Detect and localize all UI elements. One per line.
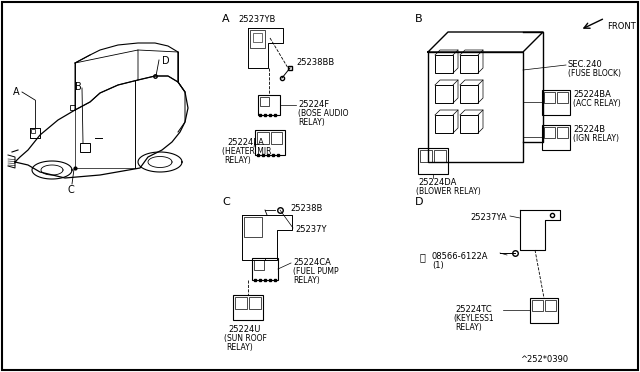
Text: (FUSE BLOCK): (FUSE BLOCK) (568, 69, 621, 78)
Bar (460, 55, 478, 73)
Bar (257, 132, 269, 144)
Bar (532, 300, 543, 311)
Bar (420, 150, 432, 162)
Bar (253, 33, 262, 42)
Text: 25237Y: 25237Y (295, 225, 326, 234)
Bar (249, 297, 261, 309)
Text: (IGN RELAY): (IGN RELAY) (573, 134, 619, 143)
Text: (SUN ROOF: (SUN ROOF (224, 334, 267, 343)
Bar (244, 217, 262, 237)
Text: RELAY): RELAY) (293, 276, 320, 285)
Bar (233, 295, 263, 320)
Bar (255, 130, 285, 155)
Text: RELAY): RELAY) (298, 118, 324, 127)
Bar (271, 132, 282, 144)
Text: 25237YB: 25237YB (238, 15, 275, 24)
Text: ^252*0390: ^252*0390 (520, 355, 568, 364)
Text: D: D (162, 56, 170, 66)
Bar (434, 150, 446, 162)
Text: D: D (415, 197, 424, 207)
Text: SEC.240: SEC.240 (568, 60, 603, 69)
Text: RELAY): RELAY) (226, 343, 253, 352)
Text: (FUEL PUMP: (FUEL PUMP (293, 267, 339, 276)
Bar (435, 115, 453, 133)
Bar (418, 148, 448, 174)
Bar (260, 97, 269, 106)
Bar (235, 297, 247, 309)
Bar (252, 258, 278, 280)
Text: 25224TC: 25224TC (455, 305, 492, 314)
Text: RELAY): RELAY) (455, 323, 482, 332)
Text: 25224BA: 25224BA (573, 90, 611, 99)
Bar (428, 52, 523, 162)
Bar (530, 298, 558, 323)
Text: 25238B: 25238B (290, 204, 323, 213)
Text: B: B (415, 14, 422, 24)
Text: C: C (68, 185, 75, 195)
Text: (HEATER MIR: (HEATER MIR (222, 147, 271, 156)
Text: FRONT: FRONT (607, 22, 636, 31)
Text: 08566-6122A: 08566-6122A (432, 252, 488, 261)
Text: B: B (75, 82, 82, 92)
Text: 25237YA: 25237YA (470, 213, 507, 222)
Text: 25224DA: 25224DA (418, 178, 456, 187)
Text: (BLOWER RELAY): (BLOWER RELAY) (416, 187, 481, 196)
Text: 25224U: 25224U (228, 325, 260, 334)
Bar (557, 127, 568, 138)
Text: RELAY): RELAY) (224, 156, 251, 165)
Text: A: A (13, 87, 20, 97)
Text: 25224CA: 25224CA (293, 258, 331, 267)
Text: A: A (222, 14, 230, 24)
Bar (435, 55, 453, 73)
Text: (1): (1) (432, 261, 444, 270)
Text: (ACC RELAY): (ACC RELAY) (573, 99, 621, 108)
Bar (545, 300, 556, 311)
Text: 25224LA: 25224LA (227, 138, 264, 147)
Text: Ⓢ: Ⓢ (420, 252, 426, 262)
Bar (80, 143, 90, 152)
Bar (557, 92, 568, 103)
Bar (250, 30, 265, 48)
Bar (460, 85, 478, 103)
Bar (70, 105, 75, 110)
Bar (31, 129, 35, 133)
Bar (542, 125, 570, 150)
Text: C: C (222, 197, 230, 207)
Text: 25238BB: 25238BB (296, 58, 334, 67)
Text: 25224F: 25224F (298, 100, 329, 109)
Text: (KEYLESS1: (KEYLESS1 (453, 314, 493, 323)
Text: 25224B: 25224B (573, 125, 605, 134)
Bar (542, 90, 570, 115)
Bar (435, 85, 453, 103)
Bar (544, 92, 555, 103)
Bar (254, 260, 264, 270)
Text: (BOSE AUDIO: (BOSE AUDIO (298, 109, 349, 118)
Bar (460, 115, 478, 133)
Bar (258, 95, 280, 115)
Bar (544, 127, 555, 138)
